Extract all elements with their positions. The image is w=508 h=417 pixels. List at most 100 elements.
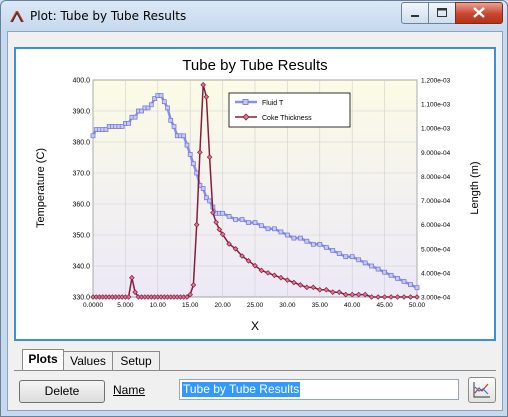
data-point-coke-thickness [200,82,206,88]
plot-panel[interactable]: Tube by Tube Results 0.0000 5.000 10.00 15.… [14,47,496,341]
data-point-fluid-t [323,245,329,250]
data-point-coke-thickness [329,289,336,295]
data-point-coke-thickness [342,291,349,298]
name-label-text: Name [113,383,146,397]
plot-name-input[interactable]: Tube by Tube Results [179,379,459,400]
data-point-coke-thickness [187,291,193,298]
y-left-axis-label: Temperature (C) [35,148,47,228]
data-point-coke-thickness [219,231,226,238]
data-point-fluid-t [310,241,316,247]
data-point-fluid-t [119,124,125,129]
x-tick-label: 50.00 [409,302,426,309]
data-point-fluid-t [349,254,355,260]
maximize-button[interactable] [428,2,456,24]
y-right-tick-label: 1.000e-03 [421,126,451,133]
data-point-coke-thickness [355,291,362,298]
y-right-tick-label: 5.000e-04 [421,246,451,253]
data-point-coke-thickness [265,270,271,276]
minimize-button[interactable] [401,2,429,24]
client-area: Tube by Tube Results 0.0000 5.000 10.00 15.… [7,31,503,411]
window-title: Plot: Tube by Tube Results [30,9,187,23]
data-point-fluid-t [171,124,177,129]
data-point-fluid-t [395,276,400,281]
data-point-fluid-t [259,223,264,229]
y-right-tick-label: 3.000e-04 [421,295,451,302]
x-tick-label: 5.000 [117,302,134,309]
chart-title: Tube by Tube Results [182,57,327,74]
data-point-coke-thickness [414,294,420,300]
tab-values[interactable]: Values [63,351,113,371]
line-chart: Tube by Tube Results 0.0000 5.000 10.00 15.… [35,57,481,333]
data-point-coke-thickness [271,272,278,279]
y-right-tick-label: 6.000e-04 [421,222,451,229]
data-point-fluid-t [330,248,336,253]
data-point-fluid-t [132,114,138,120]
data-point-coke-thickness [317,286,323,293]
data-point-fluid-t [291,235,297,241]
data-point-fluid-t [369,263,374,269]
maximize-icon [437,8,447,17]
data-point-coke-thickness [401,294,407,300]
y-right-tick-label: 8.000e-04 [421,174,451,181]
tab-values-label: Values [70,354,106,368]
data-point-fluid-t [414,285,420,291]
grid-lines [92,79,418,298]
chart-series [90,82,420,300]
data-point-fluid-t [161,99,167,105]
data-point-fluid-t [194,170,200,176]
data-point-coke-thickness [388,294,394,300]
data-point-fluid-t [220,210,225,216]
data-point-fluid-t [145,105,151,111]
tab-setup-label: Setup [120,354,152,368]
data-point-coke-thickness [193,221,200,228]
data-point-fluid-t [152,96,157,101]
data-point-coke-thickness [284,277,291,283]
data-point-fluid-t [265,226,271,232]
data-point-coke-thickness [368,294,375,300]
data-point-fluid-t [200,186,206,191]
data-point-fluid-t [285,232,290,238]
y-left-tick-label: 360.0 [72,202,90,209]
data-point-fluid-t [158,93,164,98]
x-tick-label: 25.00 [247,302,264,309]
data-point-fluid-t [226,214,232,219]
data-point-fluid-t [252,220,258,225]
minimize-icon [411,15,419,17]
data-point-coke-thickness [278,274,284,281]
data-point-fluid-t [375,266,381,272]
data-point-coke-thickness [375,294,381,300]
data-point-fluid-t [239,217,245,222]
data-point-fluid-t [298,235,303,241]
y-left-tick-label: 390.0 [72,109,90,116]
y-left-tick-label: 340.0 [72,264,90,271]
data-point-fluid-t [246,220,251,225]
data-point-coke-thickness [349,291,355,298]
delete-button[interactable]: Delete [19,380,105,403]
data-point-coke-thickness [210,209,216,216]
chart-options-button[interactable] [468,377,496,403]
chart-icon [473,382,490,398]
data-point-coke-thickness [336,289,343,295]
data-point-fluid-t [278,229,284,235]
plot-name-value: Tube by Tube Results [182,382,301,397]
data-point-fluid-t [126,121,131,126]
x-tick-label: 10.00 [150,302,167,309]
tab-plots[interactable]: Plots [22,349,64,371]
x-tick-label: 15.00 [182,302,199,309]
name-label: Name [113,383,145,397]
data-point-coke-thickness [291,279,297,286]
close-button[interactable] [455,2,503,24]
tab-setup[interactable]: Setup [112,351,160,371]
y-left-tick-label: 400.0 [72,78,90,85]
data-point-coke-thickness [129,274,135,281]
title-bar[interactable]: Plot: Tube by Tube Results [1,1,507,31]
data-point-coke-thickness [258,267,265,274]
data-point-fluid-t [90,133,96,139]
y-right-tick-label: 7.000e-04 [421,198,451,205]
data-point-fluid-t [362,260,368,266]
data-point-coke-thickness [132,289,138,295]
data-point-coke-thickness [362,291,368,298]
y-right-axis-label: Length (m) [469,161,481,214]
x-tick-label: 35.00 [312,302,329,309]
